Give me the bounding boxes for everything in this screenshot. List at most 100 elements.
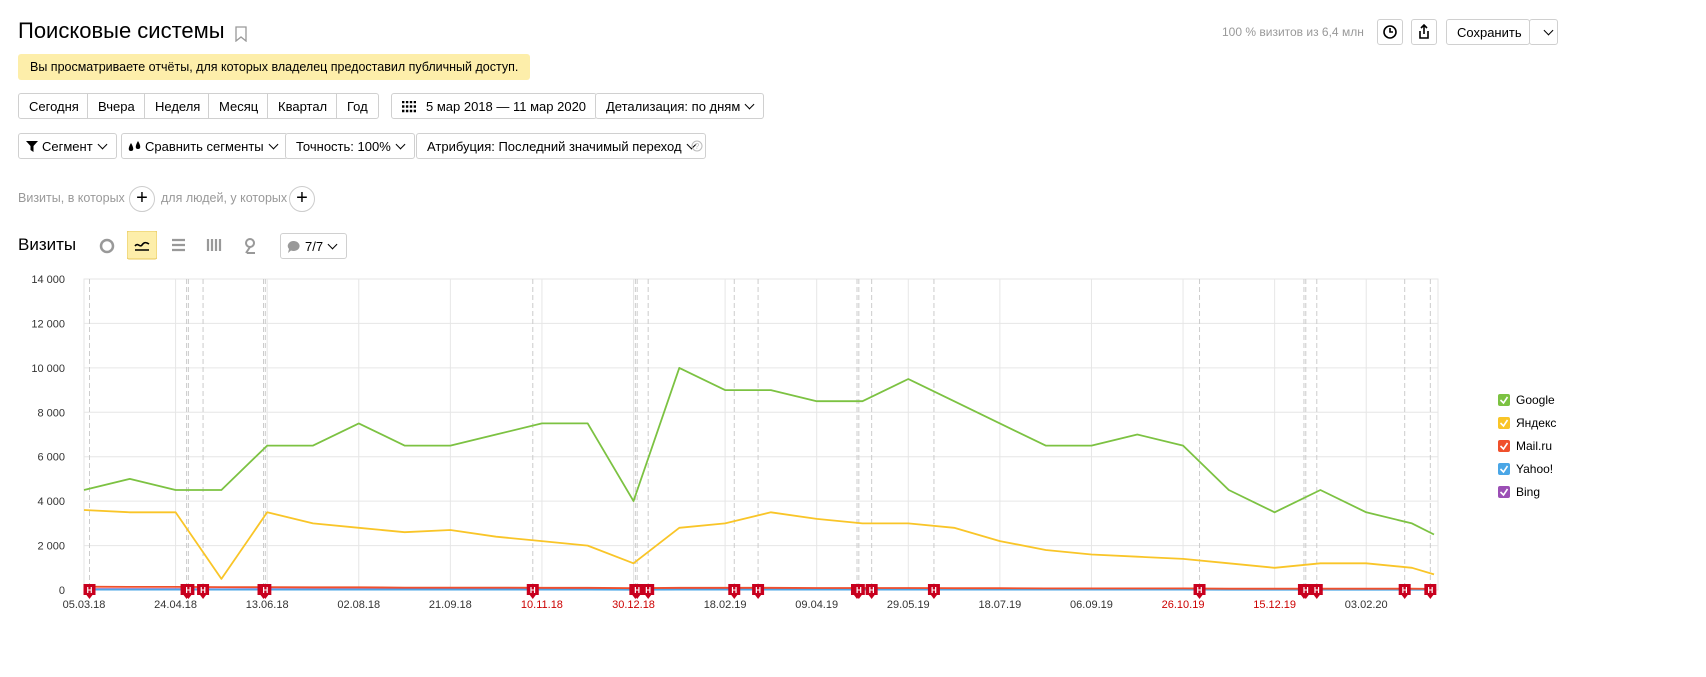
holiday-label: Н xyxy=(645,586,651,595)
holiday-label: Н xyxy=(869,586,875,595)
accuracy-select[interactable]: Точность: 100% xyxy=(285,133,415,159)
period-button[interactable]: Сегодня xyxy=(18,93,90,119)
holiday-pin xyxy=(1193,584,1206,599)
legend-item[interactable]: Google xyxy=(1498,393,1555,407)
holiday-label: Н xyxy=(634,586,640,595)
x-tick-label: 03.02.20 xyxy=(1345,599,1388,611)
attribution-text: Атрибуция: Последний значимый переход xyxy=(427,139,682,154)
holiday-label: Н xyxy=(87,586,93,595)
help-icon[interactable]: ? xyxy=(691,140,703,152)
filter-icon xyxy=(26,141,38,152)
holiday-label: Н xyxy=(1314,586,1320,595)
holiday-pin xyxy=(865,584,878,599)
legend-label: Yahoo! xyxy=(1516,462,1553,476)
legend-check xyxy=(1499,419,1509,428)
holiday-pin xyxy=(197,584,210,599)
period-button[interactable]: Месяц xyxy=(208,93,270,119)
legend-item[interactable]: Yahoo! xyxy=(1498,462,1553,476)
period-button[interactable]: Вчера xyxy=(87,93,146,119)
attribution-select[interactable]: Атрибуция: Последний значимый переход xyxy=(416,133,706,159)
holiday-pin xyxy=(752,584,765,599)
holiday-label: Н xyxy=(931,586,937,595)
x-tick-label: 30.12.18 xyxy=(612,599,655,611)
add-visit-condition[interactable]: + xyxy=(129,186,155,212)
comment-icon xyxy=(287,240,300,253)
compare-button[interactable]: Сравнить сегменты xyxy=(121,133,288,159)
legend-checkbox xyxy=(1498,486,1510,498)
public-notice: Вы просматриваете отчёты, для которых вл… xyxy=(18,54,531,80)
add-people-condition[interactable]: + xyxy=(289,186,315,212)
holiday-marker: Н xyxy=(182,584,195,599)
holiday-pin xyxy=(631,584,644,599)
pie-type-icon[interactable] xyxy=(92,231,122,261)
period-button[interactable]: Неделя xyxy=(144,93,212,119)
date-range[interactable]: 5 мар 2018 — 11 мар 2020 xyxy=(391,93,598,119)
holiday-marker: Н xyxy=(865,584,878,599)
holiday-marker: Н xyxy=(197,584,210,599)
history-button[interactable] xyxy=(1377,19,1403,45)
line-type-icon[interactable] xyxy=(127,231,157,261)
period-button[interactable]: Квартал xyxy=(267,93,339,119)
holiday-marker: Н xyxy=(1193,584,1206,599)
detail-text: Детализация: по дням xyxy=(606,99,741,114)
x-tick-label: 10.11.18 xyxy=(521,599,563,611)
holiday-label: Н xyxy=(1402,586,1408,595)
y-tick-label: 2 000 xyxy=(37,541,65,553)
x-tick-label: 29.05.19 xyxy=(887,599,930,611)
holiday-label: Н xyxy=(856,586,862,595)
x-tick-label: 24.04.18 xyxy=(154,599,197,611)
detail-select[interactable]: Детализация: по дням xyxy=(595,93,765,119)
holiday-pin xyxy=(526,584,539,599)
x-tick-label: 05.03.18 xyxy=(63,599,106,611)
y-tick-label: 8 000 xyxy=(37,407,65,419)
holiday-pin xyxy=(1398,584,1411,599)
holiday-marker: Н xyxy=(927,584,940,599)
calendar-icon xyxy=(402,101,416,113)
segment-button[interactable]: Сегмент xyxy=(18,133,117,159)
save-menu[interactable] xyxy=(1529,19,1558,45)
annotations-count: 7/7 xyxy=(305,239,324,254)
series-line xyxy=(83,367,1435,536)
metric-title: Визиты xyxy=(18,235,77,254)
holiday-pin xyxy=(182,584,195,599)
legend-label: Bing xyxy=(1516,485,1540,499)
segment-visits-label: Визиты, в которых xyxy=(18,191,125,205)
holiday-marker: Н xyxy=(1398,584,1411,599)
x-tick-label: 09.04.19 xyxy=(795,599,838,611)
visits-share: 100 % визитов из 6,4 млн xyxy=(1222,25,1364,39)
bookmark-icon[interactable] xyxy=(235,26,247,42)
series-line xyxy=(83,585,1435,590)
map-type-icon[interactable] xyxy=(235,231,265,261)
drops-icon xyxy=(128,141,141,151)
y-tick-label: 10 000 xyxy=(31,363,65,375)
legend-checkbox xyxy=(1498,417,1510,429)
holiday-label: Н xyxy=(200,586,206,595)
save-button[interactable]: Сохранить xyxy=(1446,19,1530,45)
legend-label: Mail.ru xyxy=(1516,439,1552,453)
segment-people-label: для людей, у которых xyxy=(161,191,288,205)
date-range-text: 5 мар 2018 — 11 мар 2020 xyxy=(426,99,587,114)
export-button[interactable] xyxy=(1411,19,1437,45)
legend-checkbox xyxy=(1498,463,1510,475)
y-tick-label: 12 000 xyxy=(31,318,65,330)
legend-item[interactable]: Яндекс xyxy=(1498,416,1556,430)
area-type-icon[interactable] xyxy=(164,231,194,261)
legend-check xyxy=(1499,465,1509,474)
holiday-pin xyxy=(852,584,865,599)
legend-checkbox xyxy=(1498,394,1510,406)
legend-item[interactable]: Mail.ru xyxy=(1498,439,1552,453)
holiday-marker: Н xyxy=(1310,584,1323,599)
legend-label: Google xyxy=(1516,393,1555,407)
holiday-marker: Н xyxy=(1299,584,1312,599)
holiday-marker: Н xyxy=(631,584,644,599)
holiday-label: Н xyxy=(755,586,761,595)
annotations-toggle[interactable]: 7/7 xyxy=(280,233,348,259)
series-line xyxy=(83,509,1435,580)
share-icon xyxy=(1419,23,1429,39)
legend-item[interactable]: Bing xyxy=(1498,485,1540,499)
y-tick-label: 4 000 xyxy=(37,496,65,508)
period-button[interactable]: Год xyxy=(336,93,379,119)
segment-text: Сегмент xyxy=(42,139,93,154)
bar-type-icon[interactable] xyxy=(199,231,229,261)
